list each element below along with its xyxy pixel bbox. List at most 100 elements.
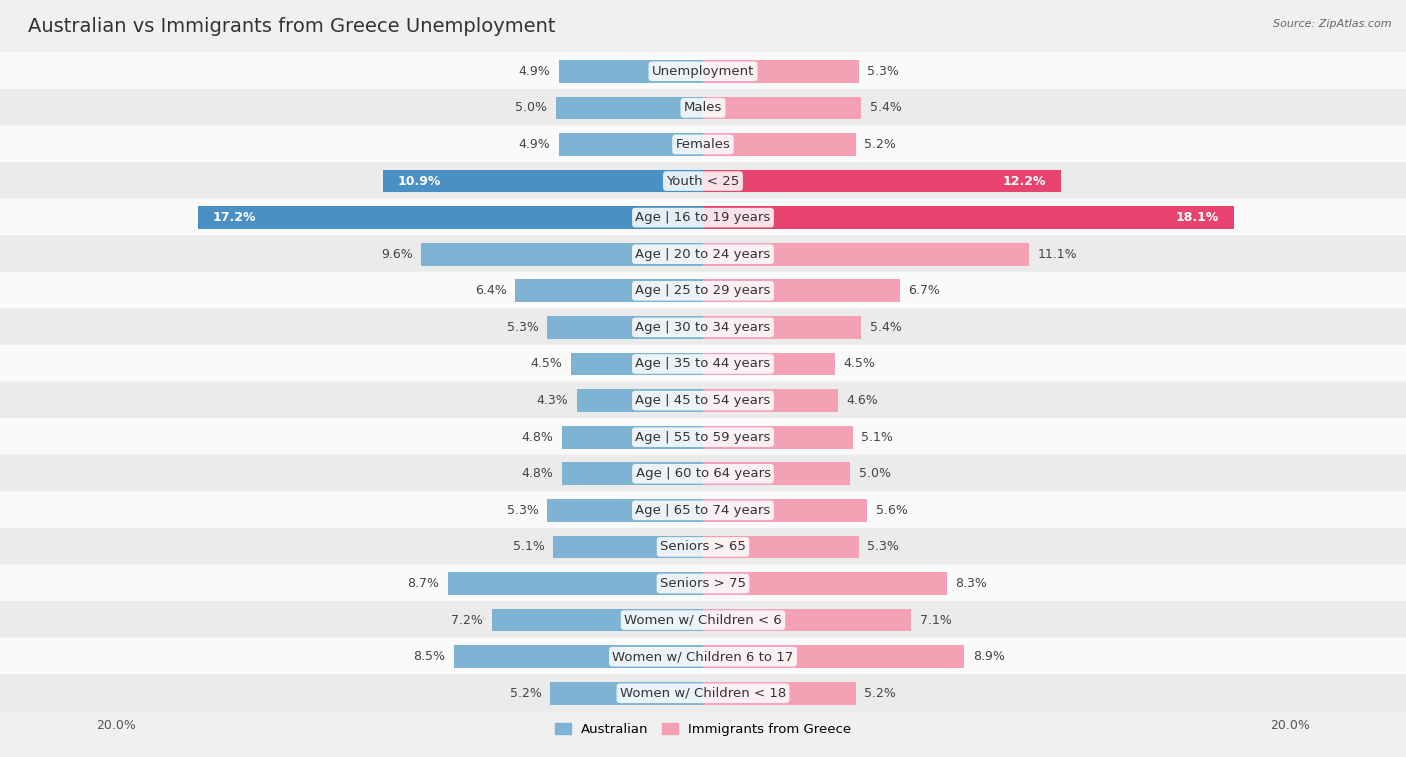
- FancyBboxPatch shape: [0, 308, 1406, 347]
- Bar: [703, 170, 1062, 192]
- Bar: [198, 207, 703, 229]
- Text: 5.4%: 5.4%: [870, 321, 903, 334]
- Bar: [560, 60, 703, 83]
- Bar: [515, 279, 703, 302]
- Bar: [703, 682, 856, 705]
- Text: 6.7%: 6.7%: [908, 285, 941, 298]
- Text: 5.1%: 5.1%: [862, 431, 893, 444]
- Bar: [703, 646, 965, 668]
- Text: 8.3%: 8.3%: [955, 577, 987, 590]
- FancyBboxPatch shape: [0, 235, 1406, 273]
- Bar: [703, 243, 1029, 266]
- Text: 12.2%: 12.2%: [1002, 175, 1046, 188]
- Bar: [703, 316, 862, 338]
- Bar: [560, 133, 703, 156]
- Text: 10.9%: 10.9%: [398, 175, 441, 188]
- Text: Females: Females: [675, 138, 731, 151]
- Bar: [703, 389, 838, 412]
- FancyBboxPatch shape: [0, 674, 1406, 712]
- Text: Women w/ Children < 18: Women w/ Children < 18: [620, 687, 786, 699]
- Bar: [554, 536, 703, 558]
- Text: 5.1%: 5.1%: [513, 540, 544, 553]
- Text: Age | 60 to 64 years: Age | 60 to 64 years: [636, 467, 770, 480]
- Text: 6.4%: 6.4%: [475, 285, 506, 298]
- FancyBboxPatch shape: [0, 126, 1406, 164]
- FancyBboxPatch shape: [0, 345, 1406, 383]
- Bar: [547, 499, 703, 522]
- Text: 8.9%: 8.9%: [973, 650, 1005, 663]
- Text: Seniors > 65: Seniors > 65: [659, 540, 747, 553]
- Bar: [703, 133, 856, 156]
- Text: 5.4%: 5.4%: [870, 101, 903, 114]
- Text: Seniors > 75: Seniors > 75: [659, 577, 747, 590]
- Text: Age | 45 to 54 years: Age | 45 to 54 years: [636, 394, 770, 407]
- Text: Source: ZipAtlas.com: Source: ZipAtlas.com: [1274, 19, 1392, 29]
- Text: 4.3%: 4.3%: [536, 394, 568, 407]
- Text: 5.2%: 5.2%: [865, 138, 896, 151]
- Text: 5.2%: 5.2%: [865, 687, 896, 699]
- FancyBboxPatch shape: [0, 272, 1406, 310]
- Bar: [703, 207, 1234, 229]
- FancyBboxPatch shape: [0, 491, 1406, 529]
- Bar: [562, 463, 703, 485]
- Text: Youth < 25: Youth < 25: [666, 175, 740, 188]
- Text: 9.6%: 9.6%: [381, 248, 412, 260]
- Text: Age | 35 to 44 years: Age | 35 to 44 years: [636, 357, 770, 370]
- Text: 5.3%: 5.3%: [868, 540, 900, 553]
- FancyBboxPatch shape: [0, 162, 1406, 200]
- Text: Age | 16 to 19 years: Age | 16 to 19 years: [636, 211, 770, 224]
- Legend: Australian, Immigrants from Greece: Australian, Immigrants from Greece: [550, 717, 856, 741]
- Bar: [557, 97, 703, 119]
- Text: 8.7%: 8.7%: [406, 577, 439, 590]
- Bar: [454, 646, 703, 668]
- FancyBboxPatch shape: [0, 565, 1406, 603]
- Text: Age | 25 to 29 years: Age | 25 to 29 years: [636, 285, 770, 298]
- Text: 4.8%: 4.8%: [522, 431, 554, 444]
- Text: 18.1%: 18.1%: [1175, 211, 1219, 224]
- Text: 4.6%: 4.6%: [846, 394, 879, 407]
- Bar: [422, 243, 703, 266]
- Text: 5.3%: 5.3%: [868, 65, 900, 78]
- Bar: [384, 170, 703, 192]
- FancyBboxPatch shape: [0, 198, 1406, 237]
- Text: Women w/ Children < 6: Women w/ Children < 6: [624, 614, 782, 627]
- Bar: [576, 389, 703, 412]
- Text: Age | 65 to 74 years: Age | 65 to 74 years: [636, 504, 770, 517]
- Bar: [703, 279, 900, 302]
- Text: 5.6%: 5.6%: [876, 504, 908, 517]
- Text: 5.0%: 5.0%: [516, 101, 547, 114]
- Bar: [571, 353, 703, 375]
- FancyBboxPatch shape: [0, 52, 1406, 90]
- Bar: [703, 60, 859, 83]
- Text: Males: Males: [683, 101, 723, 114]
- Text: 5.3%: 5.3%: [506, 504, 538, 517]
- Text: 17.2%: 17.2%: [212, 211, 256, 224]
- Text: 11.1%: 11.1%: [1038, 248, 1077, 260]
- Bar: [703, 463, 849, 485]
- Text: 7.2%: 7.2%: [451, 614, 482, 627]
- Bar: [703, 609, 911, 631]
- Text: 4.5%: 4.5%: [530, 357, 562, 370]
- Bar: [492, 609, 703, 631]
- FancyBboxPatch shape: [0, 418, 1406, 456]
- Bar: [703, 97, 862, 119]
- Bar: [550, 682, 703, 705]
- Text: 7.1%: 7.1%: [920, 614, 952, 627]
- Text: Women w/ Children 6 to 17: Women w/ Children 6 to 17: [613, 650, 793, 663]
- FancyBboxPatch shape: [0, 382, 1406, 419]
- Bar: [562, 426, 703, 448]
- Bar: [447, 572, 703, 595]
- Text: Age | 20 to 24 years: Age | 20 to 24 years: [636, 248, 770, 260]
- Text: 4.8%: 4.8%: [522, 467, 554, 480]
- FancyBboxPatch shape: [0, 455, 1406, 493]
- Text: 4.5%: 4.5%: [844, 357, 876, 370]
- Text: Australian vs Immigrants from Greece Unemployment: Australian vs Immigrants from Greece Une…: [28, 17, 555, 36]
- Bar: [703, 536, 859, 558]
- Text: 5.2%: 5.2%: [510, 687, 541, 699]
- FancyBboxPatch shape: [0, 89, 1406, 127]
- Text: 4.9%: 4.9%: [519, 65, 550, 78]
- Bar: [703, 426, 852, 448]
- Text: 8.5%: 8.5%: [413, 650, 444, 663]
- Text: 5.3%: 5.3%: [506, 321, 538, 334]
- Bar: [703, 353, 835, 375]
